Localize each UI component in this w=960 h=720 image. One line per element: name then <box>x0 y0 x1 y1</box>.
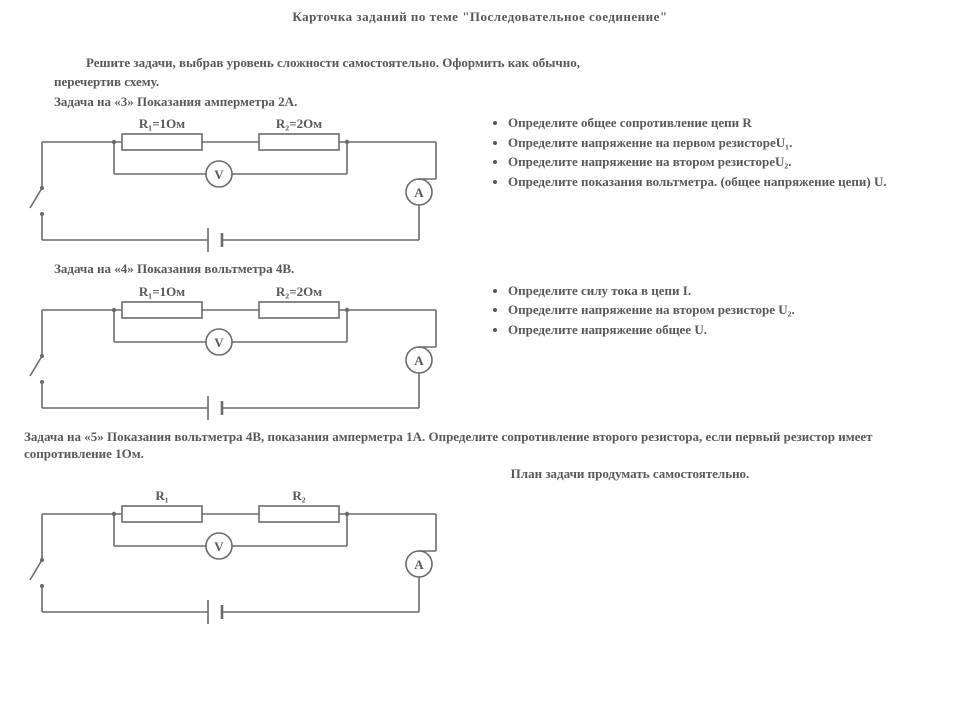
svg-text:V: V <box>214 167 224 182</box>
intro-line-1: Решите задачи, выбрав уровень сложности … <box>86 54 936 72</box>
svg-text:R₁=1Ом: R₁=1Ом <box>139 284 185 299</box>
task4-diagram: R₁=1Ом R₂=2Ом V A <box>24 280 454 420</box>
task3-row: R₁=1Ом R₂=2Ом V A Определите общее сопротив… <box>24 112 936 252</box>
bullet-item: Определите общее сопротивление цепи R <box>508 114 936 132</box>
svg-text:V: V <box>214 539 224 554</box>
bullet-item: Определите напряжение общее U. <box>508 321 936 339</box>
bullet-item: Определите силу тока в цепи I. <box>508 282 936 300</box>
circuit-diagram-5: R₁ R₂ V A <box>24 484 454 624</box>
svg-text:A: A <box>414 185 424 200</box>
circuit-diagram-3: R₁=1Ом R₂=2Ом V A <box>24 112 454 252</box>
task4-row: R₁=1Ом R₂=2Ом V A Определите силу тока в це… <box>24 280 936 420</box>
task4-heading: Задача на «4» Показания вольтметра 4В. <box>54 260 936 278</box>
svg-text:R₁: R₁ <box>155 488 168 503</box>
bullet-item: Определите напряжение на первом резистор… <box>508 134 936 152</box>
bullet-item: Определите напряжение на втором резистор… <box>508 301 936 319</box>
svg-text:R₁=1Ом: R₁=1Ом <box>139 116 185 131</box>
task5-row: R₁ R₂ V A <box>24 484 936 624</box>
task3-diagram: R₁=1Ом R₂=2Ом V A <box>24 112 454 252</box>
svg-text:R₂=2Ом: R₂=2Ом <box>276 116 322 131</box>
task5-diagram: R₁ R₂ V A <box>24 484 454 624</box>
svg-text:A: A <box>414 353 424 368</box>
worksheet-title: Карточка заданий по теме "Последовательн… <box>24 8 936 26</box>
task4-bullets: Определите силу тока в цепи I.Определите… <box>482 280 936 341</box>
circuit-diagram-4: R₁=1Ом R₂=2Ом V A <box>24 280 454 420</box>
intro-line-2: перечертив схему. <box>54 73 936 91</box>
bullet-item: Определите показания вольтметра. (общее … <box>508 173 936 191</box>
bullet-item: Определите напряжение на втором резистор… <box>508 153 936 171</box>
svg-text:A: A <box>414 557 424 572</box>
task3-bullets: Определите общее сопротивление цепи R Опр… <box>482 112 936 192</box>
svg-text:R₂: R₂ <box>292 488 305 503</box>
svg-text:R₂=2Ом: R₂=2Ом <box>276 284 322 299</box>
task5-heading: Задача на «5» Показания вольтметра 4В, п… <box>24 428 936 463</box>
task5-plan: План задачи продумать самостоятельно. <box>324 465 936 483</box>
task3-heading: Задача на «3» Показания амперметра 2А. <box>54 93 936 111</box>
svg-text:V: V <box>214 335 224 350</box>
